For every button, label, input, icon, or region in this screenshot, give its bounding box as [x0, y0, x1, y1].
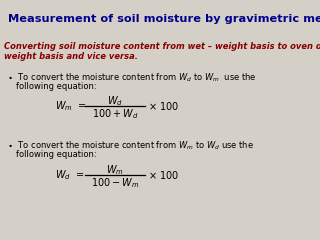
Text: $\times$ 100: $\times$ 100 [148, 100, 179, 112]
Text: $W_d$  =: $W_d$ = [55, 168, 84, 182]
Text: $W_m$: $W_m$ [106, 163, 124, 177]
Text: $100 + W_d$: $100 + W_d$ [92, 107, 138, 121]
Text: $\times$ 100: $\times$ 100 [148, 169, 179, 181]
Text: $\bullet$  To convert the moisture content from $W_d$ to $W_m$  use the: $\bullet$ To convert the moisture conten… [7, 72, 257, 84]
Text: Measurement of soil moisture by gravimetric method: Measurement of soil moisture by gravimet… [8, 14, 320, 24]
Text: $\bullet$  To convert the moisture content from $W_m$ to $W_d$ use the: $\bullet$ To convert the moisture conten… [7, 140, 254, 152]
Text: $W_d$: $W_d$ [107, 94, 123, 108]
Text: weight basis and vice versa.: weight basis and vice versa. [4, 52, 138, 61]
Text: $100 - W_m$: $100 - W_m$ [91, 176, 139, 190]
Text: following equation:: following equation: [16, 82, 97, 91]
Text: Converting soil moisture content from wet – weight basis to oven dry-: Converting soil moisture content from we… [4, 42, 320, 51]
Text: following equation:: following equation: [16, 150, 97, 159]
Text: $W_m$  =: $W_m$ = [55, 99, 87, 113]
